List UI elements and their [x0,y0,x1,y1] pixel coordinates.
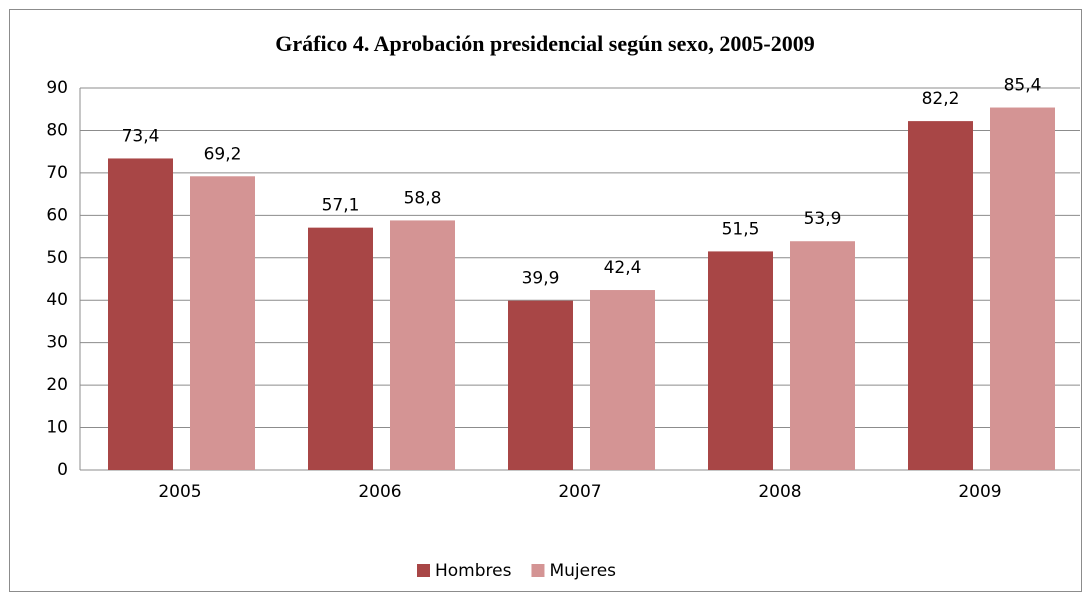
x-tick-label: 2007 [558,482,601,502]
value-label: 82,2 [922,89,960,109]
bar [908,121,973,471]
legend-swatch [531,564,545,577]
value-label: 58,8 [404,188,442,208]
value-label: 53,9 [804,209,842,229]
y-tick-label: 70 [46,163,68,183]
value-label: 73,4 [122,126,160,146]
y-tick-label: 20 [46,375,68,395]
bar [308,227,373,470]
y-tick-label: 80 [46,120,68,140]
value-label: 42,4 [604,258,642,278]
legend-label: Hombres [435,561,512,581]
bar [708,251,773,470]
bar [790,241,855,470]
value-label: 39,9 [522,269,560,289]
y-tick-label: 10 [46,418,68,438]
value-label: 69,2 [204,144,242,164]
y-tick-label: 40 [46,290,68,310]
bar [108,158,173,471]
x-tick-label: 2008 [758,482,801,502]
x-tick-label: 2009 [958,482,1001,502]
legend-label: Mujeres [549,561,616,581]
value-label: 51,5 [722,219,760,239]
y-tick-label: 90 [46,78,68,98]
legend-swatch [417,564,430,577]
bar [990,107,1055,470]
bar [190,176,255,471]
y-tick-label: 30 [46,333,68,353]
bar [390,220,455,470]
x-tick-label: 2006 [358,482,401,502]
chart-title: Gráfico 4. Aprobación presidencial según… [275,31,814,56]
y-tick-label: 0 [57,460,68,480]
value-label: 85,4 [1004,76,1042,96]
y-tick-label: 50 [46,248,68,268]
bar [590,290,655,470]
bar [508,300,573,470]
x-tick-label: 2005 [158,482,201,502]
y-tick-label: 60 [46,205,68,225]
value-label: 57,1 [322,196,360,216]
